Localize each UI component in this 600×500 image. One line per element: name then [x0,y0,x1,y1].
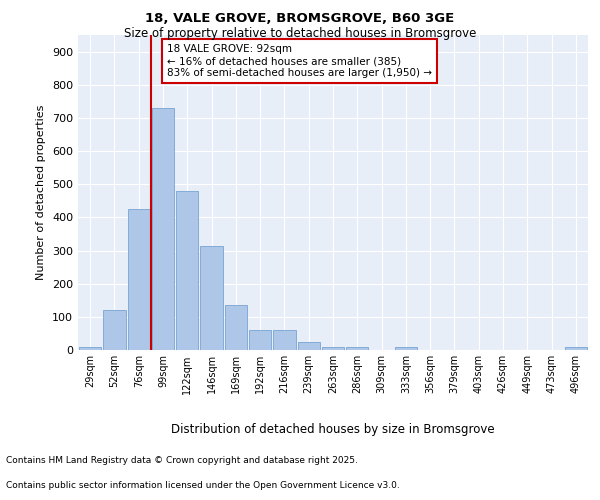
Bar [249,330,271,350]
Text: Distribution of detached houses by size in Bromsgrove: Distribution of detached houses by size … [171,422,495,436]
Bar [224,305,247,350]
Bar [128,209,150,350]
Bar [103,310,125,350]
Text: Contains HM Land Registry data © Crown copyright and database right 2025.: Contains HM Land Registry data © Crown c… [6,456,358,465]
Text: Size of property relative to detached houses in Bromsgrove: Size of property relative to detached ho… [124,28,476,40]
Bar [176,191,199,350]
Text: Contains public sector information licensed under the Open Government Licence v3: Contains public sector information licen… [6,481,400,490]
Bar [200,246,223,350]
Y-axis label: Number of detached properties: Number of detached properties [37,105,46,280]
Bar [322,346,344,350]
Bar [565,346,587,350]
Bar [346,346,368,350]
Bar [273,330,296,350]
Bar [79,346,101,350]
Text: 18, VALE GROVE, BROMSGROVE, B60 3GE: 18, VALE GROVE, BROMSGROVE, B60 3GE [145,12,455,26]
Text: 18 VALE GROVE: 92sqm
← 16% of detached houses are smaller (385)
83% of semi-deta: 18 VALE GROVE: 92sqm ← 16% of detached h… [167,44,432,78]
Bar [298,342,320,350]
Bar [152,108,174,350]
Bar [395,346,417,350]
